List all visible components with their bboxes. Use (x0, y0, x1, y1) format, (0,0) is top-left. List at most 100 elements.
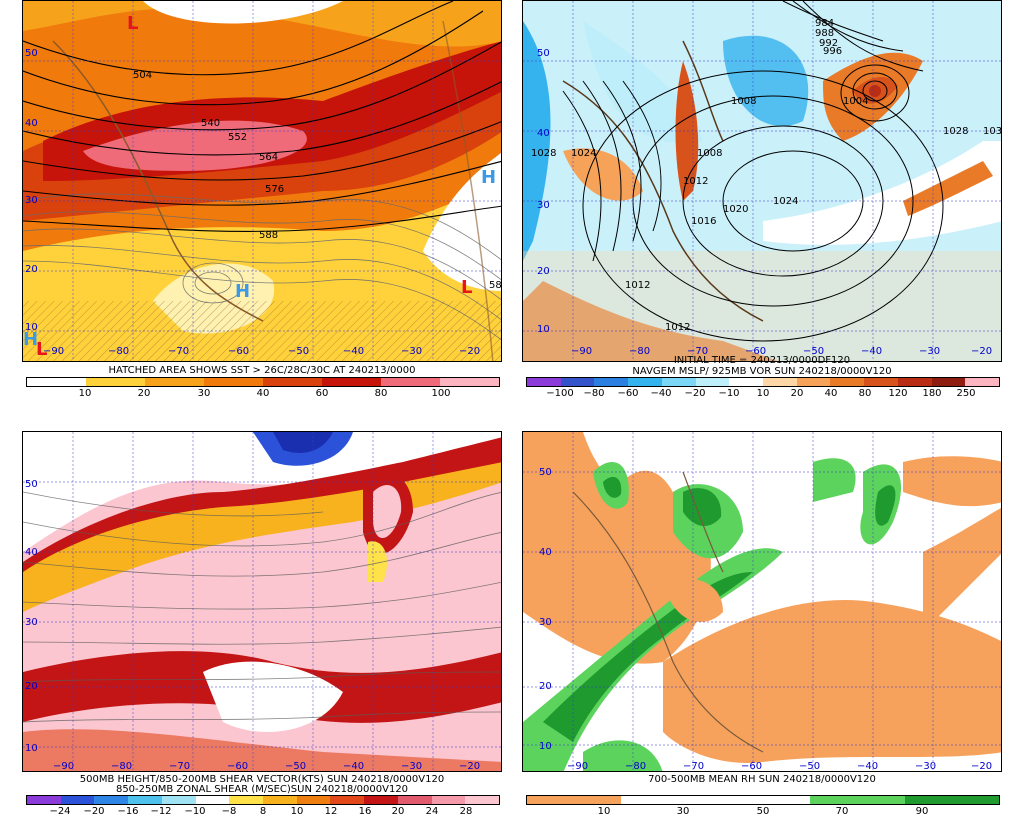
colorbar-segment (560, 378, 595, 386)
colorbar-segment (128, 796, 162, 804)
colorbar-segment (904, 796, 952, 804)
map-mslp-vorticity[interactable]: 50 40 30 20 10 −90 −80 −70 −60 −50 −40 −… (522, 0, 1002, 362)
contour-label: 564 (259, 152, 279, 163)
lon-label-80: −80 (111, 761, 133, 772)
lon-label-80: −80 (625, 761, 647, 772)
colorbar-tick: −80 (583, 388, 605, 399)
map-canvas (23, 1, 501, 361)
colorbar-tick: 40 (256, 388, 270, 399)
colorbar-ticks: 10 30 50 70 90 (526, 806, 1000, 818)
lon-label-20: −20 (971, 346, 993, 357)
lon-label-60: −60 (741, 761, 763, 772)
lon-label-70: −70 (168, 346, 190, 357)
isobar-label: 1024 (571, 148, 597, 159)
lat-label-20: 20 (25, 681, 38, 692)
colorbar-segment (322, 378, 381, 386)
lon-label-30: −30 (401, 346, 423, 357)
lon-label-30: −30 (919, 346, 941, 357)
lat-label-40: 40 (25, 118, 38, 129)
colorbar-segment (296, 796, 331, 804)
colorbar-segment (830, 378, 865, 386)
colorbar-segment (263, 378, 322, 386)
colorbar (26, 377, 500, 387)
high-pressure-center: H (481, 167, 497, 188)
colorbar-ticks: 10 20 30 40 60 80 100 (26, 388, 500, 400)
colorbar-segment (864, 378, 898, 386)
colorbar-tick: 60 (315, 388, 329, 399)
contour-label: 504 (133, 70, 153, 81)
lat-label-40: 40 (537, 128, 550, 139)
lon-label-90: −90 (567, 761, 589, 772)
high-pressure-center: H (235, 281, 251, 302)
lat-label-50: 50 (25, 48, 38, 59)
colorbar-tick: 70 (835, 806, 849, 817)
isobar-label: 1008 (697, 148, 723, 159)
lat-label-50: 50 (539, 467, 552, 478)
lon-label-70: −70 (687, 346, 709, 357)
colorbar-tick: 80 (374, 388, 388, 399)
colorbar-segment (60, 796, 95, 804)
colorbar-tick: 30 (676, 806, 690, 817)
colorbar-segment (965, 378, 1000, 386)
panel-caption: 700-500MB MEAN RH SUN 240218/0000V120 (648, 774, 876, 785)
isobar-label: 1020 (723, 204, 749, 215)
colorbar-segment (527, 378, 561, 386)
colorbar-segment (94, 796, 129, 804)
colorbar-ticks: −100 −80 −60 −40 −20 −10 10 20 40 80 120… (526, 388, 1000, 400)
colorbar-segment (763, 796, 811, 804)
lat-label-40: 40 (539, 547, 552, 558)
colorbar-tick: 10 (290, 806, 304, 817)
colorbar-tick: 24 (425, 806, 439, 817)
map-mean-rh[interactable]: 50 40 30 20 10 −90 −80 −70 −60 −50 −40 −… (522, 431, 1002, 772)
colorbar-segment (204, 378, 263, 386)
contour-label: 540 (201, 118, 221, 129)
contour-label: 552 (228, 132, 248, 143)
map-sst-height[interactable]: 50 40 30 20 10 −90 −80 −70 −60 −50 −40 −… (22, 0, 502, 362)
high-pressure-center: H (23, 329, 39, 350)
colorbar-ticks: −24 −20 −16 −12 −10 −8 8 10 12 16 20 24 … (26, 806, 500, 818)
panel-caption: NAVGEM MSLP/ 925MB VOR SUN 240218/0000V1… (632, 366, 892, 377)
isobar-label: 1032 (983, 126, 1002, 137)
colorbar-tick: 180 (922, 388, 942, 399)
lat-label-20: 20 (537, 266, 550, 277)
colorbar-tick: 120 (888, 388, 908, 399)
lat-label-30: 30 (25, 617, 38, 628)
isobar-label: 984 (815, 18, 835, 29)
colorbar-segment (951, 796, 1000, 804)
colorbar-tick: −100 (546, 388, 574, 399)
colorbar-segment (527, 796, 575, 804)
colorbar-segment (810, 796, 858, 804)
colorbar-segment (86, 378, 145, 386)
colorbar-tick: −12 (150, 806, 172, 817)
colorbar-tick: −60 (617, 388, 639, 399)
colorbar-tick: 10 (78, 388, 92, 399)
lon-label-30: −30 (915, 761, 937, 772)
lon-label-50: −50 (799, 761, 821, 772)
colorbar-segment (330, 796, 365, 804)
colorbar-tick: 10 (756, 388, 770, 399)
colorbar-tick: 50 (756, 806, 770, 817)
colorbar-segment (263, 796, 297, 804)
lon-label-90: −90 (571, 346, 593, 357)
colorbar-segment (397, 796, 432, 804)
isobar-label: 1008 (731, 96, 757, 107)
contour-label: 588 (259, 230, 279, 241)
lat-label-30: 30 (537, 200, 550, 211)
colorbar-segment (897, 378, 932, 386)
isobar-label: 1004 (843, 96, 869, 107)
isobar-label: 992 (819, 38, 839, 49)
lat-label-10: 10 (25, 322, 38, 333)
colorbar-segment (594, 378, 629, 386)
lat-label-20: 20 (25, 264, 38, 275)
colorbar-segment (931, 378, 966, 386)
colorbar-segment (857, 796, 905, 804)
colorbar-segment (661, 378, 696, 386)
colorbar-segment (27, 378, 86, 386)
map-canvas (523, 1, 1001, 361)
isobar-label: 1028 (943, 126, 969, 137)
map-zonal-shear[interactable]: 50 40 30 20 10 −90 −80 −70 −60 −50 −40 −… (22, 431, 502, 772)
colorbar (26, 795, 500, 805)
lon-label-80: −80 (108, 346, 130, 357)
low-pressure-center: L (36, 339, 48, 360)
lon-label-40: −40 (861, 346, 883, 357)
